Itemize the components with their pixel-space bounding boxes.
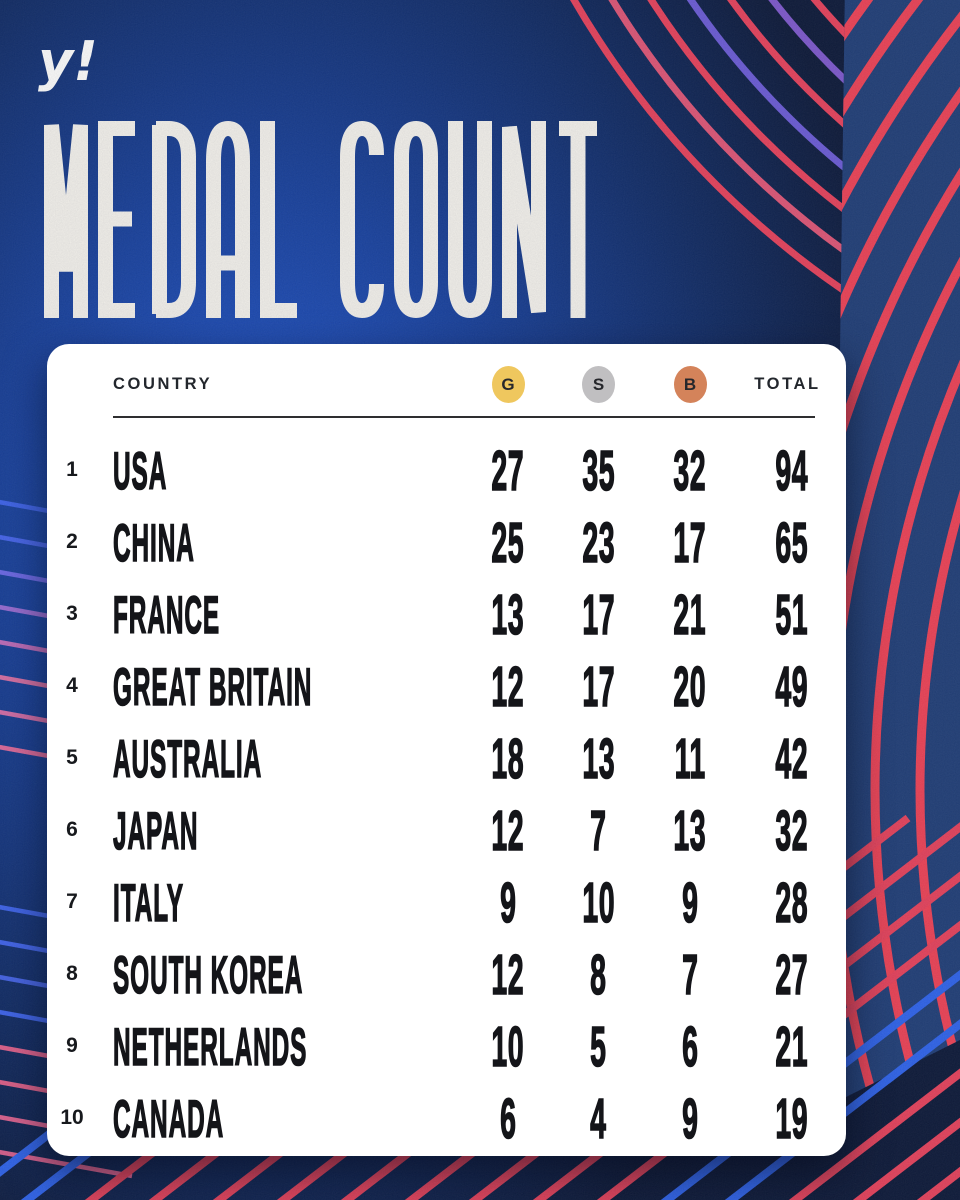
gold-count: 13 bbox=[491, 582, 525, 648]
silver-count: 10 bbox=[582, 870, 615, 936]
bronze-medal-icon: B bbox=[673, 365, 707, 403]
gold-count: 18 bbox=[491, 726, 525, 792]
header-divider bbox=[113, 416, 815, 418]
total-count: 21 bbox=[775, 1014, 808, 1080]
rank-label: 2 bbox=[66, 530, 78, 553]
medal-table-body: 1 USA 27 35 32 94 2 CHINA 25 23 17 65 3 FRANCE 13 17 21 5… bbox=[47, 418, 846, 1154]
gold-medal-icon: G bbox=[491, 365, 525, 403]
table-row: 8 SOUTH KOREA 12 8 7 27 bbox=[47, 938, 846, 1010]
gold-count: 25 bbox=[491, 510, 525, 576]
silver-count: 7 bbox=[590, 798, 607, 864]
rank-label: 9 bbox=[66, 1034, 78, 1057]
table-row: 2 CHINA 25 23 17 65 bbox=[47, 506, 846, 578]
total-count: 27 bbox=[775, 942, 808, 1008]
silver-count: 35 bbox=[582, 438, 615, 504]
gold-count: 12 bbox=[491, 798, 525, 864]
table-row: 5 AUSTRALIA 18 13 11 42 bbox=[47, 722, 846, 794]
country-name: ITALY bbox=[113, 873, 184, 934]
bronze-header: B bbox=[643, 365, 737, 403]
silver-count: 13 bbox=[582, 726, 615, 792]
bronze-count: 9 bbox=[681, 1086, 699, 1152]
total-count: 51 bbox=[775, 582, 808, 648]
gold-count: 27 bbox=[491, 438, 525, 504]
silver-count: 4 bbox=[590, 1086, 607, 1152]
silver-count: 17 bbox=[582, 654, 615, 720]
bronze-count: 17 bbox=[673, 510, 707, 576]
gold-count: 12 bbox=[491, 654, 525, 720]
total-count: 65 bbox=[775, 510, 808, 576]
bronze-count: 13 bbox=[673, 798, 707, 864]
table-row: 4 GREAT BRITAIN 12 17 20 49 bbox=[47, 650, 846, 722]
country-name: JAPAN bbox=[113, 801, 199, 862]
rank-label: 3 bbox=[66, 602, 78, 625]
country-name: AUSTRALIA bbox=[113, 729, 263, 790]
rank-label: 7 bbox=[66, 890, 78, 913]
bronze-count: 9 bbox=[681, 870, 699, 936]
table-header-row: COUNTRY G S B TOTAL bbox=[47, 344, 846, 416]
silver-count: 23 bbox=[582, 510, 615, 576]
table-row: 6 JAPAN 12 7 13 32 bbox=[47, 794, 846, 866]
medal-table-card: COUNTRY G S B TOTAL 1 USA 27 35 32 94 2 CHINA 25… bbox=[47, 344, 846, 1156]
gold-count: 9 bbox=[499, 870, 517, 936]
silver-medal-icon: S bbox=[582, 365, 615, 403]
country-name: CANADA bbox=[113, 1089, 225, 1150]
table-row: 3 FRANCE 13 17 21 51 bbox=[47, 578, 846, 650]
rank-label: 6 bbox=[66, 818, 78, 841]
bronze-count: 6 bbox=[681, 1014, 699, 1080]
total-count: 42 bbox=[775, 726, 808, 792]
bronze-count: 21 bbox=[673, 582, 707, 648]
country-header: COUNTRY bbox=[113, 374, 213, 393]
gold-count: 10 bbox=[491, 1014, 525, 1080]
total-count: 19 bbox=[775, 1086, 808, 1152]
rank-label: 5 bbox=[66, 746, 78, 769]
country-name: GREAT BRITAIN bbox=[113, 657, 313, 718]
silver-count: 17 bbox=[582, 582, 615, 648]
gold-count: 12 bbox=[491, 942, 525, 1008]
table-row: 10 CANADA 6 4 9 19 bbox=[47, 1082, 846, 1154]
total-count: 94 bbox=[775, 438, 808, 504]
rank-label: 8 bbox=[66, 962, 78, 985]
rank-label: 4 bbox=[66, 674, 78, 697]
rank-label: 1 bbox=[66, 458, 78, 481]
table-row: 7 ITALY 9 10 9 28 bbox=[47, 866, 846, 938]
country-name: CHINA bbox=[113, 513, 195, 574]
bronze-count: 11 bbox=[674, 726, 706, 792]
country-name: FRANCE bbox=[113, 585, 221, 646]
silver-count: 8 bbox=[590, 942, 607, 1008]
gold-count: 6 bbox=[499, 1086, 517, 1152]
bronze-count: 32 bbox=[673, 438, 707, 504]
total-count: 32 bbox=[775, 798, 808, 864]
gold-header: G bbox=[462, 365, 554, 403]
total-count: 49 bbox=[775, 654, 808, 720]
silver-header: S bbox=[554, 365, 643, 403]
rank-label: 10 bbox=[60, 1106, 84, 1129]
country-name: USA bbox=[113, 441, 168, 502]
bronze-count: 7 bbox=[681, 942, 699, 1008]
silver-count: 5 bbox=[590, 1014, 607, 1080]
bronze-count: 20 bbox=[673, 654, 707, 720]
country-name: NETHERLANDS bbox=[113, 1017, 308, 1078]
table-row: 1 USA 27 35 32 94 bbox=[47, 434, 846, 506]
table-row: 9 NETHERLANDS 10 5 6 21 bbox=[47, 1010, 846, 1082]
country-name: SOUTH KOREA bbox=[113, 945, 304, 1006]
total-count: 28 bbox=[775, 870, 808, 936]
total-header: TOTAL bbox=[754, 374, 821, 393]
